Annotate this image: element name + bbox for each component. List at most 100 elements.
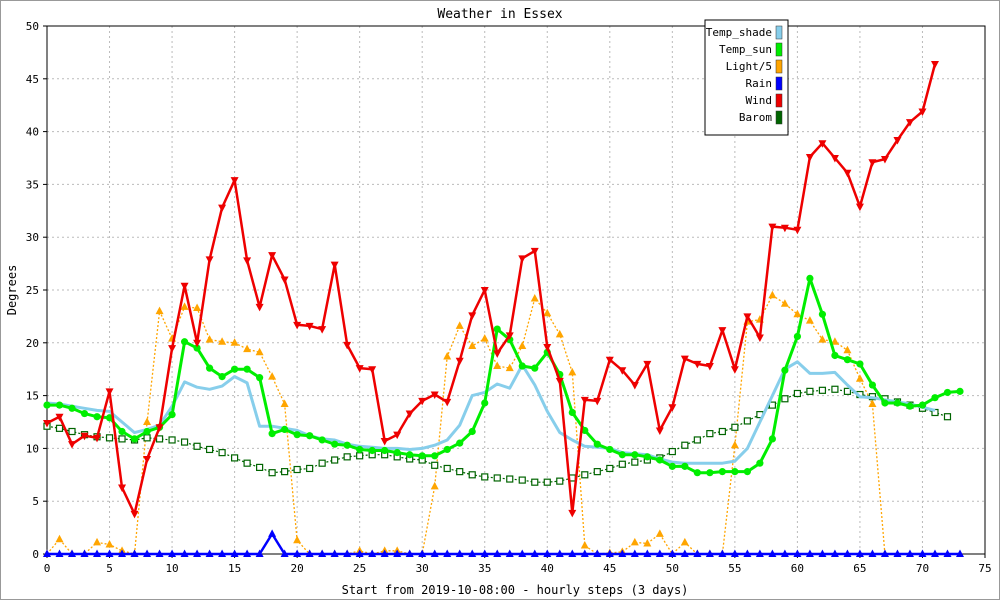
- data-point-wind: [143, 455, 152, 464]
- data-point-wind: [455, 357, 464, 366]
- data-point-rain: [468, 549, 477, 557]
- data-point-wind: [318, 326, 327, 334]
- data-point-light-5: [230, 338, 239, 346]
- data-point-rain: [343, 549, 352, 557]
- data-point-temp-sun: [180, 338, 189, 346]
- data-point-temp-sun: [818, 310, 827, 318]
- data-point-rain: [805, 549, 814, 557]
- data-point-wind: [880, 156, 889, 164]
- data-point-temp-sun: [756, 459, 764, 467]
- legend-swatch: [775, 42, 783, 57]
- x-tick-label: 5: [106, 562, 113, 575]
- data-point-wind: [230, 177, 239, 185]
- data-point-wind: [605, 356, 614, 365]
- data-point-wind: [693, 360, 702, 369]
- data-point-rain: [518, 549, 527, 557]
- data-point-light-5: [143, 417, 152, 425]
- data-point-temp-sun: [593, 440, 601, 448]
- data-point-barom: [205, 445, 214, 454]
- data-point-barom: [55, 424, 64, 432]
- data-point-temp-sun: [806, 274, 814, 282]
- data-point-temp-sun: [431, 452, 439, 460]
- y-tick-label: 50: [26, 20, 39, 33]
- data-point-light-5: [630, 537, 639, 546]
- data-point-wind: [168, 345, 177, 353]
- data-point-light-5: [730, 440, 739, 449]
- data-point-temp-sun: [281, 425, 289, 433]
- data-point-temp-sun: [418, 452, 426, 460]
- data-point-barom: [105, 434, 114, 442]
- data-point-wind: [543, 344, 552, 352]
- data-point-temp-sun: [906, 402, 914, 410]
- data-point-temp-sun: [618, 451, 626, 459]
- data-point-temp-sun: [531, 364, 539, 372]
- y-tick-label: 15: [26, 390, 39, 403]
- data-point-rain: [568, 549, 577, 557]
- data-point-barom: [743, 417, 751, 425]
- data-point-rain: [368, 549, 377, 557]
- data-point-wind: [768, 223, 777, 232]
- x-tick-label: 50: [666, 562, 679, 575]
- data-point-temp-sun: [631, 451, 639, 459]
- data-point-barom: [481, 473, 489, 481]
- data-point-barom: [118, 435, 126, 443]
- x-tick-label: 35: [478, 562, 491, 575]
- data-point-temp-sun: [406, 451, 414, 459]
- data-point-rain: [330, 549, 339, 557]
- data-point-temp-sun: [243, 365, 251, 373]
- data-point-light-5: [155, 306, 164, 315]
- data-point-wind: [630, 382, 639, 390]
- series-rain: [43, 529, 964, 557]
- data-point-rain: [618, 549, 627, 557]
- data-point-barom: [731, 423, 739, 431]
- data-point-temp-sun: [643, 453, 651, 461]
- y-tick-label: 25: [26, 284, 39, 297]
- data-point-light-5: [768, 290, 777, 299]
- data-point-barom: [231, 454, 239, 462]
- data-point-barom: [681, 441, 689, 449]
- data-point-temp-sun: [793, 332, 802, 341]
- data-point-temp-sun: [368, 446, 376, 455]
- data-point-light-5: [868, 399, 877, 408]
- data-point-rain: [455, 549, 464, 557]
- data-point-rain: [605, 549, 614, 557]
- x-tick-label: 65: [853, 562, 866, 575]
- data-point-temp-sun: [118, 427, 126, 436]
- data-point-light-5: [580, 541, 589, 549]
- data-point-wind: [830, 155, 839, 163]
- data-point-temp-sun: [831, 351, 839, 360]
- data-point-wind: [305, 322, 314, 331]
- data-point-rain: [55, 549, 64, 557]
- y-tick-label: 0: [32, 548, 39, 561]
- data-point-rain: [705, 549, 714, 557]
- data-point-light-5: [180, 302, 189, 310]
- data-point-light-5: [543, 308, 552, 317]
- data-point-barom: [168, 436, 176, 444]
- data-point-light-5: [255, 347, 264, 356]
- data-point-temp-sun: [893, 399, 902, 407]
- data-point-wind: [843, 169, 852, 178]
- data-point-light-5: [268, 372, 277, 380]
- data-point-light-5: [93, 537, 102, 546]
- data-point-wind: [380, 438, 389, 446]
- data-point-wind: [105, 388, 114, 396]
- data-point-wind: [743, 313, 752, 321]
- data-point-wind: [443, 398, 452, 407]
- data-point-temp-sun: [681, 462, 689, 470]
- data-point-light-5: [505, 363, 514, 372]
- data-point-temp-sun: [956, 387, 964, 395]
- data-point-light-5: [780, 299, 789, 307]
- data-point-temp-sun: [693, 469, 701, 477]
- data-point-wind: [868, 159, 877, 167]
- data-point-temp-sun: [768, 435, 776, 443]
- data-point-barom: [268, 469, 276, 477]
- data-point-temp-sun: [743, 468, 751, 476]
- data-point-temp-sun: [231, 365, 239, 373]
- data-point-wind: [255, 303, 264, 312]
- data-point-barom: [281, 468, 289, 476]
- data-point-wind: [930, 61, 939, 69]
- data-point-temp-sun: [918, 401, 927, 409]
- y-axis-label: Degrees: [5, 265, 19, 316]
- x-tick-label: 10: [165, 562, 178, 575]
